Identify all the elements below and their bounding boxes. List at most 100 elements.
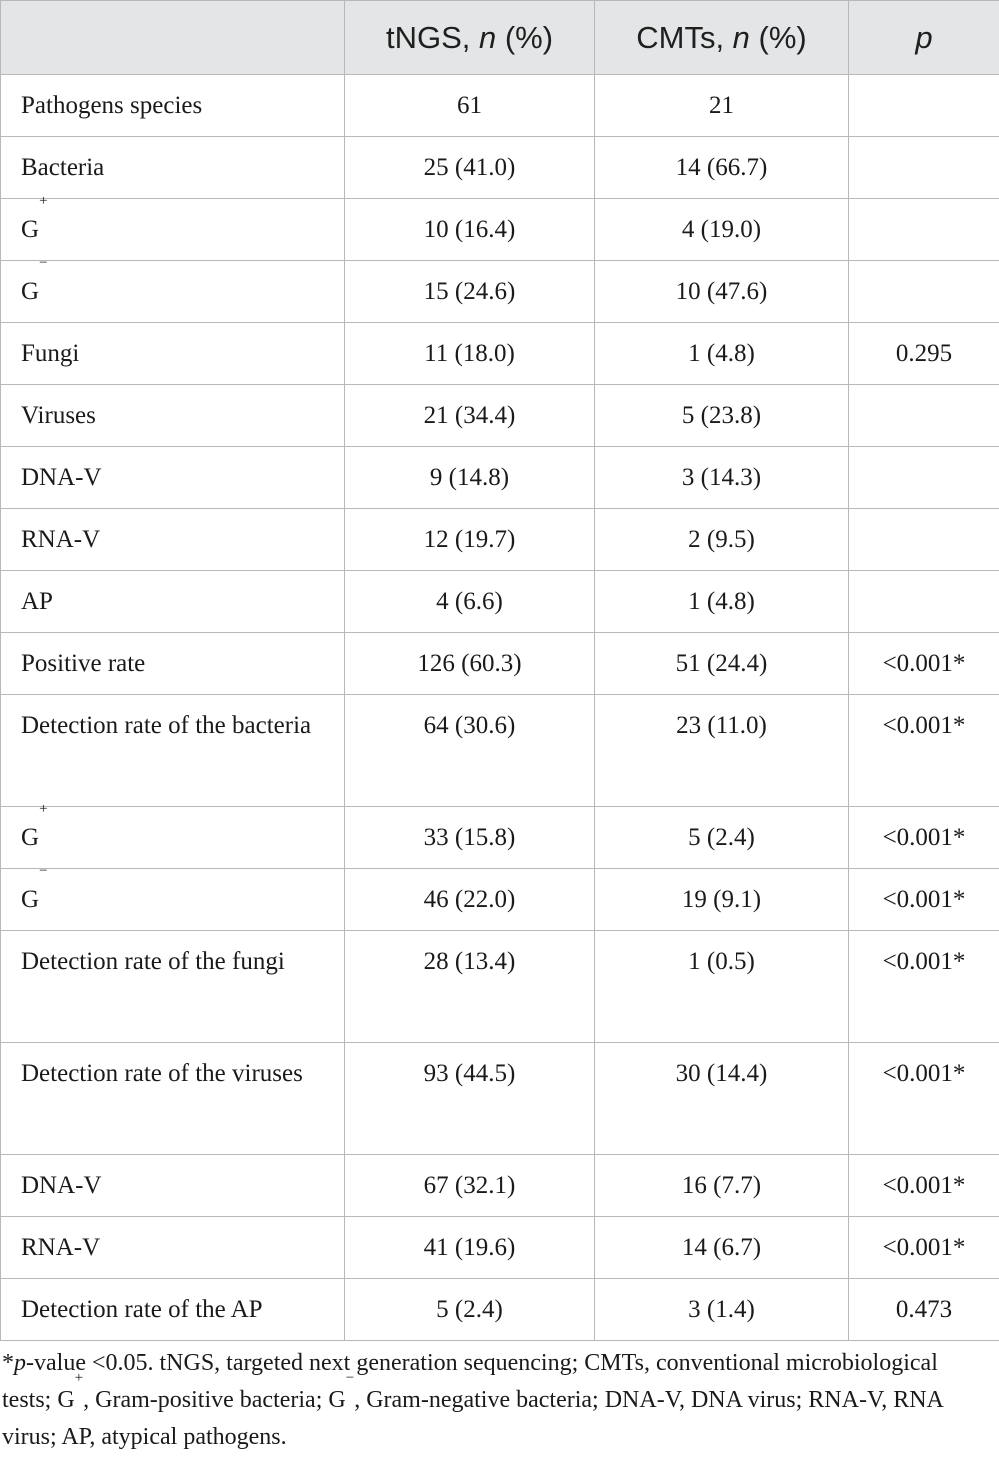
row-label: Detection rate of the viruses: [21, 1060, 303, 1087]
row-label: G: [21, 886, 40, 913]
tngs-value: 61: [344, 74, 595, 137]
row-label: RNA-V: [21, 526, 101, 553]
row-label: Fungi: [21, 340, 80, 367]
header-p: p: [848, 0, 999, 75]
header-tngs: tNGS, n (%): [344, 0, 595, 75]
row-label: G: [21, 824, 40, 851]
header-p-label: p: [915, 19, 933, 55]
footnote-sup-plus: +: [74, 1370, 84, 1386]
tngs-value: 12 (19.7): [344, 508, 595, 571]
table-row: AP 4 (6.6) 1 (4.8): [0, 570, 999, 633]
p-value: <0.001*: [848, 632, 999, 695]
row-label-cell: Detection rate of the bacteria: [0, 694, 345, 807]
row-label: Positive rate: [21, 650, 146, 677]
footnote-text-3: , Gram-negative bacteria; DNA-V, DNA vir…: [2, 1387, 943, 1450]
header-cmts-unit: (%): [749, 19, 807, 55]
tngs-value: 4 (6.6): [344, 570, 595, 633]
footnote-sup-minus: −: [345, 1370, 355, 1386]
p-value: <0.001*: [848, 694, 999, 807]
p-value: [848, 260, 999, 323]
table-row: G− 46 (22.0) 19 (9.1) <0.001*: [0, 864, 999, 931]
table-row: Fungi 11 (18.0) 1 (4.8) 0.295: [0, 322, 999, 385]
cmts-value: 2 (9.5): [594, 508, 849, 571]
tngs-value: 126 (60.3): [344, 632, 595, 695]
header-row: tNGS, n (%) CMTs, n (%) p: [0, 0, 999, 75]
table-row: Detection rate of the fungi 28 (13.4) 1 (0…: [0, 930, 999, 1043]
tngs-value: 5 (2.4): [344, 1278, 595, 1341]
row-label-cell: G+: [0, 194, 345, 261]
header-tngs-n: n: [478, 19, 497, 55]
p-value: 0.295: [848, 322, 999, 385]
row-label: Detection rate of the bacteria: [21, 712, 312, 739]
row-label-cell: AP: [0, 570, 345, 633]
cmts-value: 1 (0.5): [594, 930, 849, 1043]
table-row: Detection rate of the viruses 93 (44.5) 30…: [0, 1042, 999, 1155]
row-label-cell: Detection rate of the fungi: [0, 930, 345, 1043]
row-label: DNA-V: [21, 1172, 102, 1199]
cmts-value: 30 (14.4): [594, 1042, 849, 1155]
row-label-cell: DNA-V: [0, 1154, 345, 1217]
row-label: RNA-V: [21, 1234, 101, 1261]
cmts-value: 14 (6.7): [594, 1216, 849, 1279]
header-cmts-label: CMTs,: [636, 19, 733, 55]
table-row: Bacteria 25 (41.0) 14 (66.7): [0, 136, 999, 199]
table-row: DNA-V 9 (14.8) 3 (14.3): [0, 446, 999, 509]
row-label: Detection rate of the fungi: [21, 948, 285, 975]
p-value: [848, 384, 999, 447]
tngs-value: 15 (24.6): [344, 260, 595, 323]
table-row: Detection rate of the AP 5 (2.4) 3 (1.4) 0.…: [0, 1278, 999, 1341]
p-value: [848, 136, 999, 199]
row-label-cell: Pathogens species: [0, 74, 345, 137]
cmts-value: 14 (66.7): [594, 136, 849, 199]
table-row: G+ 10 (16.4) 4 (19.0): [0, 194, 999, 261]
tngs-value: 11 (18.0): [344, 322, 595, 385]
row-label-cell: Fungi: [0, 322, 345, 385]
p-value: [848, 570, 999, 633]
row-label-cell: G−: [0, 864, 345, 931]
row-label: G: [21, 216, 40, 243]
row-label-cell: Detection rate of the AP: [0, 1278, 345, 1341]
p-value: [848, 508, 999, 571]
row-label-superscript: +: [39, 193, 48, 209]
tngs-value: 67 (32.1): [344, 1154, 595, 1217]
header-cmts-n: n: [732, 19, 750, 55]
p-value: [848, 74, 999, 137]
tngs-value: 33 (15.8): [344, 806, 595, 869]
row-label-cell: RNA-V: [0, 508, 345, 571]
table-footnote: *p-value <0.05. tNGS, targeted next gene…: [2, 1345, 992, 1456]
p-value: <0.001*: [848, 930, 999, 1043]
tngs-value: 93 (44.5): [344, 1042, 595, 1155]
cmts-value: 23 (11.0): [594, 694, 849, 807]
p-value: <0.001*: [848, 1154, 999, 1217]
tngs-value: 21 (34.4): [344, 384, 595, 447]
cmts-value: 5 (2.4): [594, 806, 849, 869]
tngs-value: 9 (14.8): [344, 446, 595, 509]
p-value: <0.001*: [848, 806, 999, 869]
cmts-value: 16 (7.7): [594, 1154, 849, 1217]
table-row: Pathogens species 61 21: [0, 74, 999, 137]
table-body: Pathogens species 61 21 Bacteria 25 (41.0) 14…: [0, 74, 999, 1341]
table-row: G+ 33 (15.8) 5 (2.4) <0.001*: [0, 802, 999, 869]
cmts-value: 5 (23.8): [594, 384, 849, 447]
table-row: Detection rate of the bacteria 64 (30.6) 2…: [0, 694, 999, 807]
row-label: Bacteria: [21, 154, 105, 181]
row-label: Pathogens species: [21, 92, 203, 119]
footnote-star: *: [2, 1350, 14, 1376]
cmts-value: 1 (4.8): [594, 322, 849, 385]
table-row: G− 15 (24.6) 10 (47.6): [0, 256, 999, 323]
row-label-cell: Bacteria: [0, 136, 345, 199]
tngs-value: 25 (41.0): [344, 136, 595, 199]
p-value: <0.001*: [848, 868, 999, 931]
cmts-value: 1 (4.8): [594, 570, 849, 633]
header-tngs-label: tNGS,: [385, 19, 479, 55]
p-value: [848, 446, 999, 509]
table-row: RNA-V 41 (19.6) 14 (6.7) <0.001*: [0, 1216, 999, 1279]
cmts-value: 10 (47.6): [594, 260, 849, 323]
results-table: tNGS, n (%) CMTs, n (%) p Pathogens spec…: [0, 0, 999, 1341]
footnote-text-1: -value <0.05. tNGS, targeted next genera…: [2, 1350, 938, 1413]
table-row: RNA-V 12 (19.7) 2 (9.5): [0, 508, 999, 571]
header-cmts: CMTs, n (%): [594, 0, 849, 75]
footnote-text-2: , Gram-positive bacteria; G: [83, 1387, 346, 1413]
tngs-value: 28 (13.4): [344, 930, 595, 1043]
